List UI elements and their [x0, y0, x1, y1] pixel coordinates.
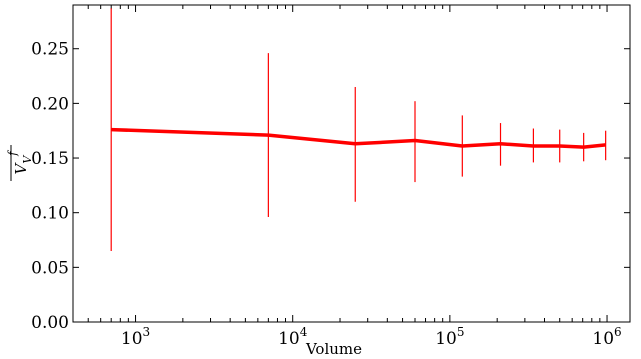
y-tick-label: 0.20: [31, 94, 69, 114]
x-axis-title: Volume: [305, 340, 362, 358]
series-line: [111, 127, 606, 149]
y-axis-title: VVf: [6, 145, 34, 181]
x-tick-label: 106: [592, 325, 621, 349]
x-tick-label: 104: [278, 325, 308, 349]
y-axis-title-text: VVf: [6, 150, 34, 175]
y-tick-label: 0.00: [31, 313, 69, 333]
y-tick-label: 0.05: [31, 258, 69, 278]
y-tick-label: 0.15: [31, 149, 69, 169]
y-axis-ticks: 0.00 0.05 0.10 0.15 0.20 0.25: [31, 40, 630, 333]
y-tick-label: 0.25: [31, 40, 69, 60]
x-tick-label: 105: [435, 325, 464, 349]
x-tick-label: 103: [121, 325, 150, 349]
x-axis-ticks: 103 104 105 106: [72, 5, 622, 349]
plot-area: [72, 4, 631, 323]
y-tick-label: 0.10: [31, 204, 69, 224]
